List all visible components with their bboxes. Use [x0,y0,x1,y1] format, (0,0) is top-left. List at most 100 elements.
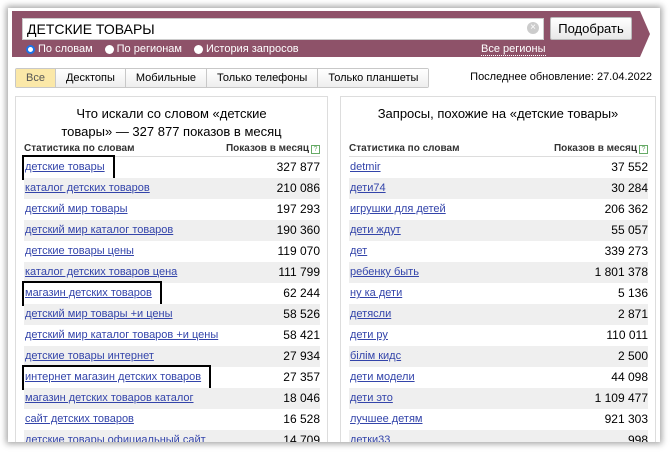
table-row: детские товары 327 877 [22,155,320,180]
radio-label: История запросов [206,43,299,55]
phrase-link[interactable]: детские товары официальный сайт [25,434,206,442]
count-value: 16 528 [283,412,320,426]
table-row: каталог детских товаров цена 111 799 [24,262,320,283]
count-value: 55 057 [611,223,648,237]
phrase-link[interactable]: детские товары интернет [25,350,154,362]
phrase-link[interactable]: дети это [350,392,393,404]
phrase-link[interactable]: дет [350,245,368,257]
radio-by-regions[interactable]: По регионам [104,43,182,55]
table-row: детки33 998 [349,430,648,442]
help-icon[interactable]: ? [639,145,648,154]
count-value: 37 552 [611,160,648,174]
submit-button[interactable]: Подобрать [550,17,632,40]
col-phrase: Статистика по словам [349,143,460,154]
radio-history[interactable]: История запросов [194,43,299,55]
count-value: 210 086 [276,181,320,195]
phrase-link[interactable]: игрушки для детей [350,203,446,215]
bar-arrow [640,11,650,57]
title-line: товары» — 327 877 показов в месяц [61,124,282,139]
phrase-link[interactable]: сайт детских товаров [25,413,134,425]
phrase-link[interactable]: детские товары [22,155,115,180]
mode-radios: По словам По регионам История запросов [26,43,299,55]
count-value: 998 [627,433,648,442]
count-value: 1 109 477 [594,391,648,405]
radio-label: По словам [38,43,93,55]
phrase-link[interactable]: каталог детских товаров цена [25,266,178,278]
table-row: детские товары цены 119 070 [24,241,320,262]
last-updated: Последнее обновление: 27.04.2022 [470,71,652,83]
clear-icon[interactable]: × [527,22,539,34]
left-panel-title: Что искали со словом «детские товары» — 3… [16,97,327,143]
count-value: 62 244 [283,286,320,300]
right-panel-title: Запросы, похожие на «детские товары» [377,106,619,121]
phrase-link[interactable]: магазин детских товаров каталог [25,392,194,404]
table-row: дет 339 273 [349,241,648,262]
table-row: детские товары интернет 27 934 [24,346,320,367]
table-row: дети это 1 109 477 [349,388,648,409]
table-row: магазин детских товаров каталог 18 046 [24,388,320,409]
table-row: дети модели 44 098 [349,367,648,388]
col-count: Показов в месяц [225,143,309,154]
table-header: Статистика по словам Показов в месяц? [349,143,648,157]
phrase-link[interactable]: детский мир товары +и цены [25,308,173,320]
table-row: detmir 37 552 [349,157,648,178]
count-value: 2 871 [617,307,648,321]
phrase-link[interactable]: детский мир товары [25,203,128,215]
phrase-link[interactable]: дети ждут [350,224,401,236]
phrase-link[interactable]: магазин детских товаров [22,281,162,306]
col-phrase: Статистика по словам [24,143,135,154]
phrase-link[interactable]: detmir [350,161,381,173]
tab-phones[interactable]: Только телефоны [205,69,318,87]
phrase-link[interactable]: детки33 [350,434,391,442]
radio-label: По регионам [116,43,182,55]
right-panel: Запросы, похожие на «детские товары» Ста… [340,96,656,442]
phrase-link[interactable]: ну ка дети [350,287,403,299]
phrase-link[interactable]: каталог детских товаров [25,182,150,194]
phrase-link[interactable]: ребенку быть [350,266,419,278]
right-rows: detmir 37 552 дети74 30 284 игрушки для дете… [341,157,655,442]
device-tabs: Все Десктопы Мобильные Только телефоны Т… [15,68,430,88]
search-input[interactable]: ДЕТСКИЕ ТОВАРЫ [22,18,544,40]
phrase-link[interactable]: детские товары цены [25,245,134,257]
phrase-link[interactable]: білім кидс [350,350,402,362]
table-row: детясли 2 871 [349,304,648,325]
table-row: дети ждут 55 057 [349,220,648,241]
tab-mobile[interactable]: Мобильные [124,69,206,87]
count-value: 14 709 [283,433,320,442]
table-row: детский мир каталог товаров 190 360 [24,220,320,241]
phrase-link[interactable]: дети ру [350,329,388,341]
phrase-link[interactable]: дети модели [350,371,415,383]
tab-all[interactable]: Все [16,69,55,87]
table-header: Статистика по словам Показов в месяц? [24,143,320,157]
table-row: сайт детских товаров 16 528 [24,409,320,430]
table-row: ребенку быть 1 801 378 [349,262,648,283]
phrase-link[interactable]: интернет магазин детских товаров [21,365,212,390]
search-bar: ДЕТСКИЕ ТОВАРЫ × Подобрать По словам По … [12,11,640,57]
tab-tablets[interactable]: Только планшеты [317,69,429,87]
col-count: Показов в месяц [553,143,637,154]
phrase-link[interactable]: детский мир каталог товаров +и цены [25,329,219,341]
table-row: детский мир товары +и цены 58 526 [24,304,320,325]
table-row: детские товары официальный сайт 14 709 [24,430,320,442]
radio-icon [194,44,203,54]
count-value: 111 799 [278,265,320,279]
help-icon[interactable]: ? [311,145,320,154]
count-value: 110 011 [606,328,648,342]
table-row: лучшее детям 921 303 [349,409,648,430]
radio-by-words[interactable]: По словам [26,43,93,55]
phrase-link[interactable]: детясли [350,308,392,320]
regions-link[interactable]: Все регионы [481,43,546,56]
tab-desktops[interactable]: Десктопы [54,69,125,87]
count-value: 27 357 [283,370,320,384]
count-value: 58 526 [283,307,320,321]
count-value: 197 293 [276,202,320,216]
table-row: магазин детских товаров 62 244 [22,281,320,306]
count-value: 5 136 [617,286,648,300]
count-value: 190 360 [276,223,320,237]
phrase-link[interactable]: дети74 [350,182,386,194]
count-value: 44 098 [611,370,648,384]
phrase-link[interactable]: лучшее детям [350,413,423,425]
table-row: білім кидс 2 500 [349,346,648,367]
phrase-link[interactable]: детский мир каталог товаров [25,224,174,236]
count-value: 921 303 [604,412,648,426]
